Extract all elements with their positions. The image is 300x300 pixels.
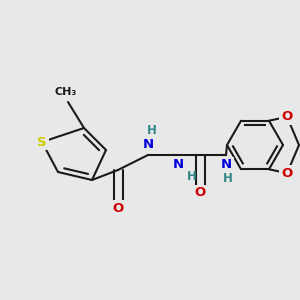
Text: S: S bbox=[37, 136, 47, 148]
Text: N: N bbox=[142, 139, 154, 152]
Text: O: O bbox=[281, 110, 292, 123]
Text: O: O bbox=[112, 202, 124, 214]
Text: H: H bbox=[223, 172, 233, 185]
Text: O: O bbox=[281, 167, 292, 180]
Text: H: H bbox=[187, 170, 197, 184]
Text: N: N bbox=[220, 158, 232, 172]
Text: CH₃: CH₃ bbox=[55, 87, 77, 97]
Text: O: O bbox=[194, 187, 206, 200]
Text: N: N bbox=[172, 158, 184, 172]
Text: H: H bbox=[147, 124, 157, 137]
